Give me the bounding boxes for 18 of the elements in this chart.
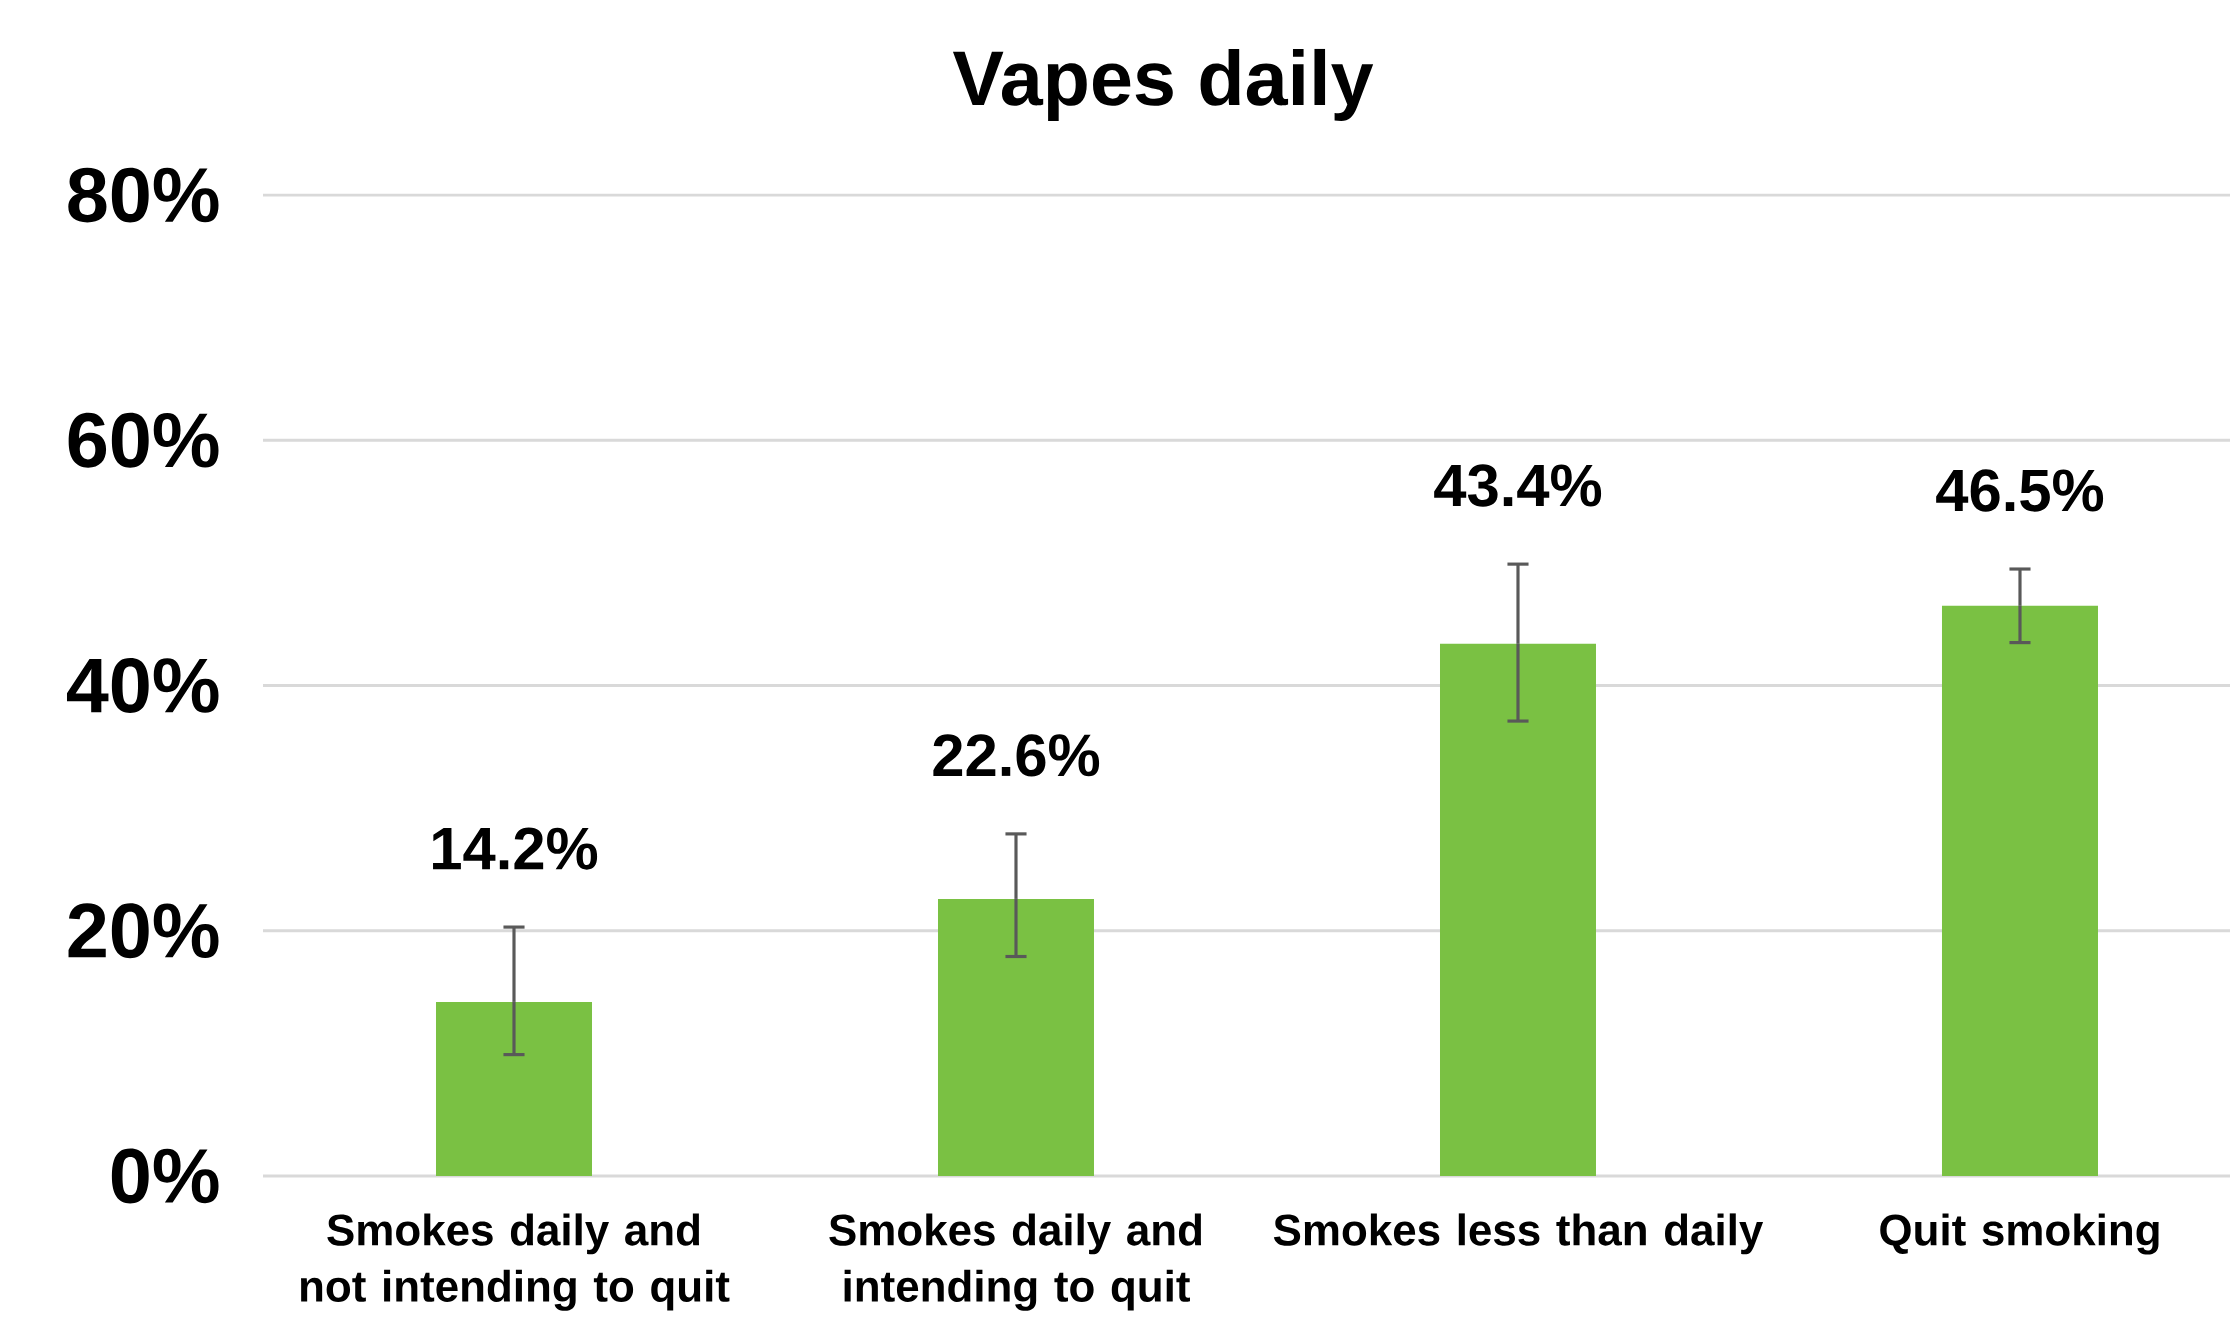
y-tick-label: 60% <box>68 412 219 468</box>
data-label: 14.2% <box>433 827 598 870</box>
bar <box>436 1001 592 1176</box>
y-tick-label: 80% <box>68 167 219 223</box>
data-label: 46.5% <box>1936 469 2104 512</box>
x-tick-label: Smokes less than daily <box>1273 1213 1764 1255</box>
bar <box>1941 605 2098 1176</box>
x-tick-label: Quit smoking <box>1880 1213 2159 1255</box>
x-tick-label: Smokes daily and not intending to quit <box>300 1213 730 1311</box>
bar <box>1440 643 1596 1176</box>
x-tick-label: Smokes daily and intending to quit <box>829 1213 1202 1311</box>
y-tick-label: 20% <box>68 903 219 959</box>
chart-title: Vapes daily <box>952 48 1374 122</box>
data-label: 22.6% <box>933 734 1100 777</box>
data-label: 43.4% <box>1434 464 1602 507</box>
bar <box>938 898 1094 1176</box>
y-tick-label: 40% <box>66 658 219 713</box>
y-tick-label: 0% <box>111 1148 219 1204</box>
